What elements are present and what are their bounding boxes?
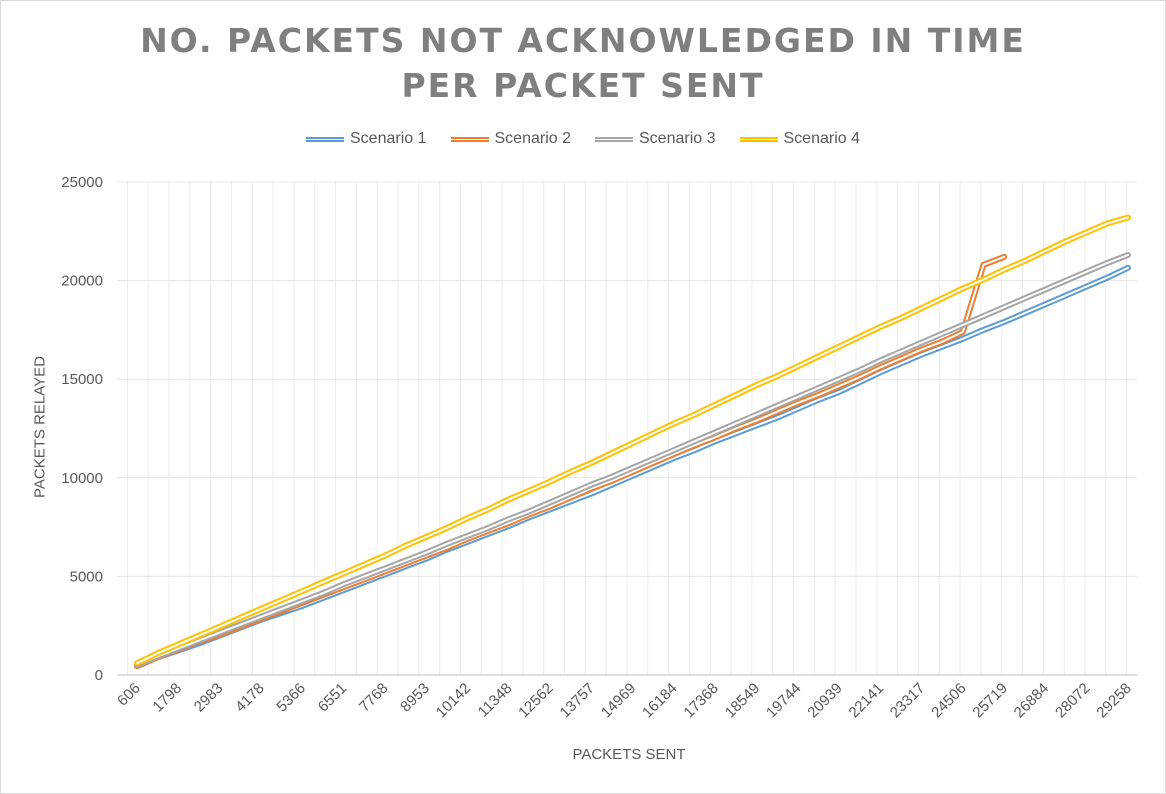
legend-item-scenario-1: Scenario 1 (306, 130, 427, 148)
x-axis-label: PACKETS SENT (572, 746, 686, 763)
x-tick-label: 2983 (191, 680, 227, 716)
series-line-scenario-4 (134, 214, 1131, 667)
y-tick-label: 20000 (61, 273, 103, 290)
series-line-inner-scenario-4 (136, 216, 1129, 665)
x-tick-label: 11348 (475, 680, 516, 721)
legend-label: Scenario 1 (350, 130, 427, 147)
x-tick-label: 8953 (397, 680, 433, 716)
legend-label: Scenario 3 (639, 130, 716, 147)
y-tick-label: 5000 (70, 568, 103, 585)
x-tick-label: 13757 (557, 680, 599, 722)
x-tick-label: 14969 (598, 680, 640, 722)
legend-swatch (739, 136, 778, 142)
series-line-scenario-3 (134, 252, 1131, 669)
legend-swatch (306, 136, 344, 142)
legend-label: Scenario 2 (494, 130, 572, 147)
legend-item-scenario-2: Scenario 2 (450, 130, 572, 148)
legend-item-scenario-3: Scenario 3 (595, 130, 716, 148)
x-tick-label: 7768 (356, 680, 392, 716)
y-axis-label: PACKETS RELAYED (31, 356, 49, 498)
x-tick-label: 28072 (1052, 680, 1094, 722)
x-tick-label: 25719 (969, 680, 1011, 722)
y-tick-label: 0 (95, 667, 103, 684)
x-tick-label: 26884 (1011, 680, 1053, 722)
x-tick-label: 24506 (928, 680, 970, 722)
x-tick-label: 12562 (515, 680, 557, 722)
x-tick-label: 5366 (273, 680, 309, 716)
legend-item-scenario-4: Scenario 4 (739, 130, 861, 148)
x-tick-label: 23317 (887, 680, 929, 722)
y-tick-label: 25000 (61, 174, 103, 191)
legend-swatch (450, 136, 489, 142)
x-tick-label: 19744 (763, 680, 805, 722)
chart-title: NO. PACKETS NOT ACKNOWLEDGED IN TIME PER… (0, 18, 1166, 108)
x-tick-label: 20939 (804, 680, 846, 722)
y-tick-label: 10000 (61, 470, 103, 487)
legend-label: Scenario 4 (783, 130, 861, 147)
x-tick-label: 16184 (639, 680, 681, 722)
x-tick-label: 10142 (433, 680, 475, 722)
legend: Scenario 1 Scenario 2 Scenario 3 Scenari… (0, 130, 1166, 148)
x-tick-label: 1798 (149, 680, 185, 716)
x-tick-label: 17368 (680, 680, 722, 722)
series-line-inner-scenario-3 (136, 254, 1129, 667)
x-tick-label: 22141 (846, 680, 888, 722)
x-tick-label: 606 (114, 680, 144, 710)
x-tick-label: 4178 (232, 680, 268, 716)
y-tick-label: 15000 (61, 371, 103, 388)
x-tick-label: 29258 (1093, 680, 1135, 722)
chart-title-line-1: NO. PACKETS NOT ACKNOWLEDGED IN TIME (140, 21, 1026, 60)
legend-swatch (595, 136, 633, 142)
x-tick-label: 18549 (722, 680, 764, 722)
x-tick-label: 6551 (315, 680, 351, 716)
chart-title-line-2: PER PACKET SENT (401, 66, 765, 105)
